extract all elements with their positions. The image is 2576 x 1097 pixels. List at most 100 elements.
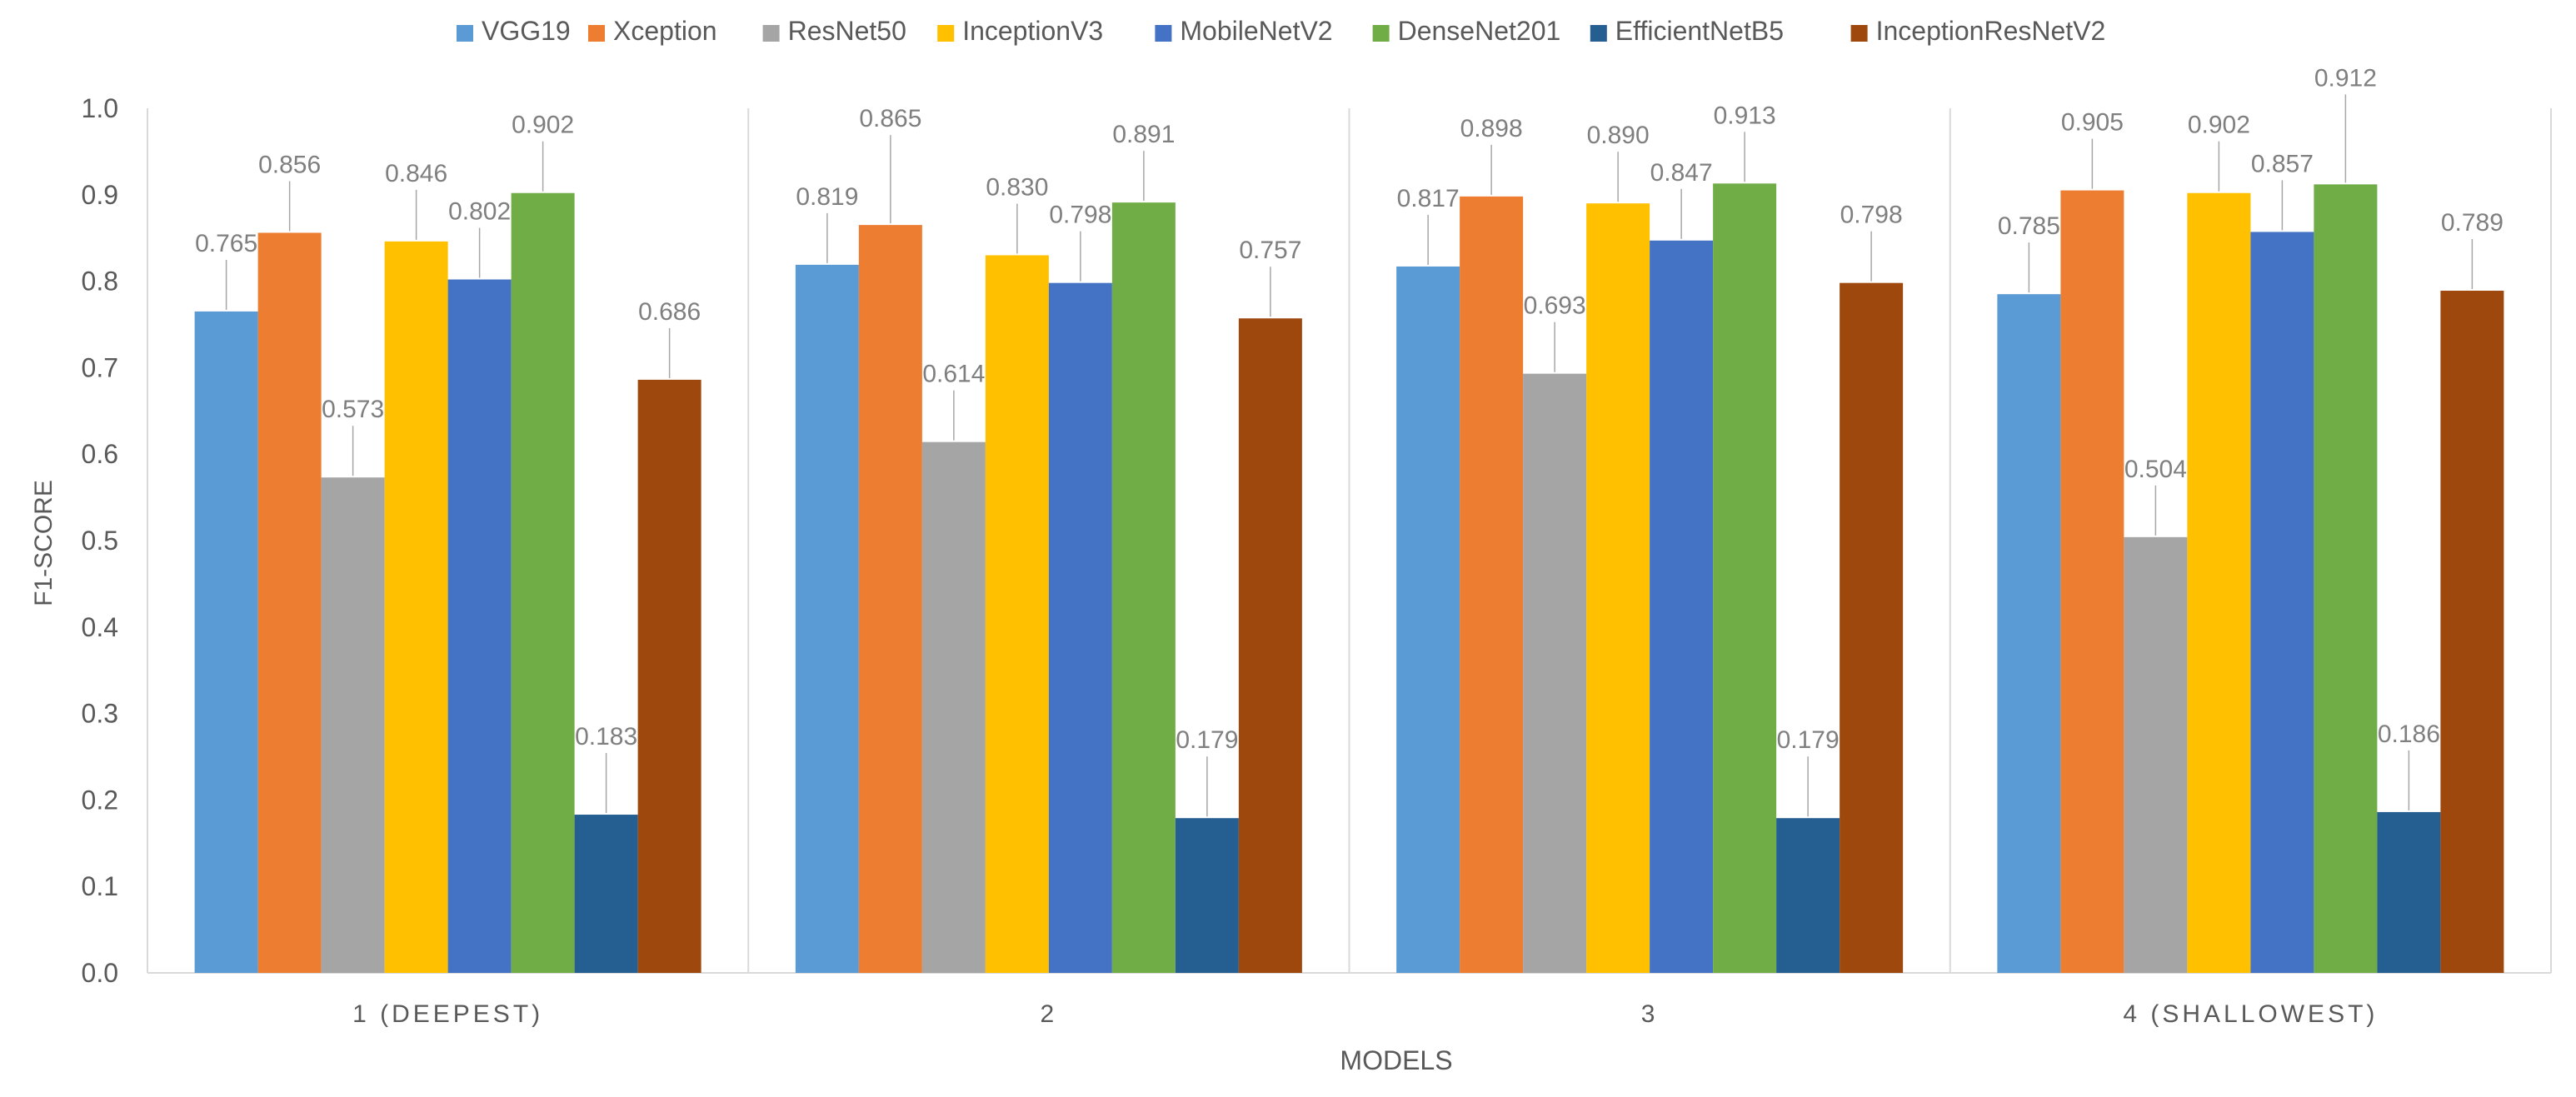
x-tick-label: 3: [1641, 1000, 1659, 1028]
data-label: 0.693: [1524, 292, 1586, 320]
bar: [637, 379, 701, 973]
data-label: 0.686: [638, 298, 701, 326]
data-label: 0.856: [258, 151, 321, 178]
bar: [2187, 192, 2251, 973]
data-label: 0.817: [1397, 185, 1460, 212]
data-label: 0.573: [322, 396, 384, 423]
bar: [384, 241, 448, 973]
legend-item: ResNet50: [762, 16, 906, 46]
bar: [511, 192, 575, 973]
data-label: 0.830: [986, 173, 1048, 201]
legend-item: MobileNetV2: [1155, 16, 1333, 46]
data-label: 0.865: [859, 105, 921, 132]
bar: [2377, 811, 2441, 973]
legend-swatch: [1850, 25, 1868, 42]
bar: [985, 255, 1049, 974]
bar: [321, 477, 385, 973]
legend-item: InceptionResNetV2: [1850, 16, 2106, 46]
bar: [2124, 536, 2188, 973]
legend-label: ResNet50: [788, 16, 906, 46]
legend-item: InceptionV3: [937, 16, 1103, 46]
legend-item: VGG19: [457, 16, 571, 46]
legend-swatch: [1155, 25, 1172, 42]
bar: [1713, 183, 1777, 973]
data-label: 0.857: [2251, 150, 2314, 177]
data-label: 0.757: [1239, 237, 1301, 264]
bar: [1997, 294, 2061, 973]
data-label: 0.890: [1587, 122, 1650, 149]
y-tick-label: 0.3: [82, 699, 118, 729]
bar: [2060, 190, 2124, 974]
bar: [1460, 196, 1524, 974]
legend-item: EfficientNetB5: [1590, 16, 1784, 46]
bar: [257, 232, 322, 973]
legend-label: EfficientNetB5: [1615, 16, 1784, 46]
data-label: 0.798: [1049, 202, 1111, 229]
data-label: 0.902: [512, 112, 574, 139]
y-tick-label: 0.2: [82, 785, 118, 815]
data-label: 0.785: [1998, 212, 2060, 240]
bar: [1111, 202, 1176, 974]
data-label: 0.186: [2378, 721, 2440, 748]
bar: [1396, 266, 1460, 974]
bar: [2440, 291, 2504, 973]
legend-label: InceptionV3: [962, 16, 1103, 46]
data-label: 0.912: [2314, 64, 2377, 92]
legend-label: Xception: [613, 16, 717, 46]
legend-swatch: [762, 25, 780, 42]
bar: [921, 441, 986, 973]
bar: [194, 311, 258, 973]
legend-swatch: [588, 25, 605, 42]
bar: [1650, 240, 1714, 974]
legend-label: MobileNetV2: [1180, 16, 1332, 46]
x-tick-label: 1 (DEEPEST): [352, 1000, 543, 1028]
legend-swatch: [1590, 25, 1607, 42]
data-label: 0.798: [1840, 202, 1903, 229]
data-label: 0.819: [796, 183, 858, 211]
bar: [858, 225, 922, 973]
y-tick-label: 0.9: [82, 180, 118, 210]
y-tick-label: 1.0: [82, 93, 118, 123]
legend-label: InceptionResNetV2: [1876, 16, 2106, 46]
bar: [447, 279, 512, 973]
bar: [1840, 282, 1904, 973]
y-axis-title: F1-SCORE: [30, 480, 57, 606]
bar: [795, 264, 859, 973]
bar: [2250, 232, 2314, 974]
data-label: 0.765: [195, 230, 257, 257]
y-tick-label: 0.6: [82, 439, 118, 469]
y-tick-label: 0.1: [82, 871, 118, 901]
y-tick-label: 0.5: [82, 526, 118, 556]
y-tick-label: 0.7: [82, 352, 118, 382]
data-label: 0.504: [2124, 456, 2187, 483]
x-tick-label: 2: [1041, 1000, 1058, 1028]
data-label: 0.183: [575, 723, 637, 750]
data-label: 0.614: [922, 361, 985, 388]
y-tick-label: 0.8: [82, 267, 118, 297]
bar: [1586, 203, 1650, 973]
legend-swatch: [1372, 25, 1390, 42]
legend-swatch: [937, 25, 955, 42]
legend: VGG19 Xception ResNet50 InceptionV3 MobileNe…: [457, 16, 2105, 46]
bar: [574, 815, 638, 973]
data-label: 0.179: [1176, 726, 1238, 754]
y-tick-label: 0.4: [82, 612, 118, 642]
legend-swatch: [457, 25, 473, 42]
bar: [1175, 818, 1239, 973]
x-tick-label: 4 (SHALLOWEST): [2123, 1000, 2378, 1028]
bar: [1523, 373, 1587, 973]
data-label: 0.891: [1112, 121, 1175, 148]
data-labels: 0.765 0.819 0.817 0.785 0.856 0.865 0.898 0.905…: [195, 64, 2504, 817]
legend-label: VGG19: [482, 16, 571, 46]
bar: [1238, 318, 1302, 973]
x-axis-title: MODELS: [1340, 1045, 1452, 1075]
data-label: 0.902: [2188, 112, 2250, 139]
data-label: 0.847: [1650, 159, 1713, 187]
legend-item: DenseNet201: [1372, 16, 1561, 46]
legend-label: DenseNet201: [1398, 16, 1561, 46]
y-tick-label: 0.0: [82, 958, 118, 988]
data-label: 0.898: [1460, 115, 1523, 142]
bars: [194, 183, 2504, 974]
